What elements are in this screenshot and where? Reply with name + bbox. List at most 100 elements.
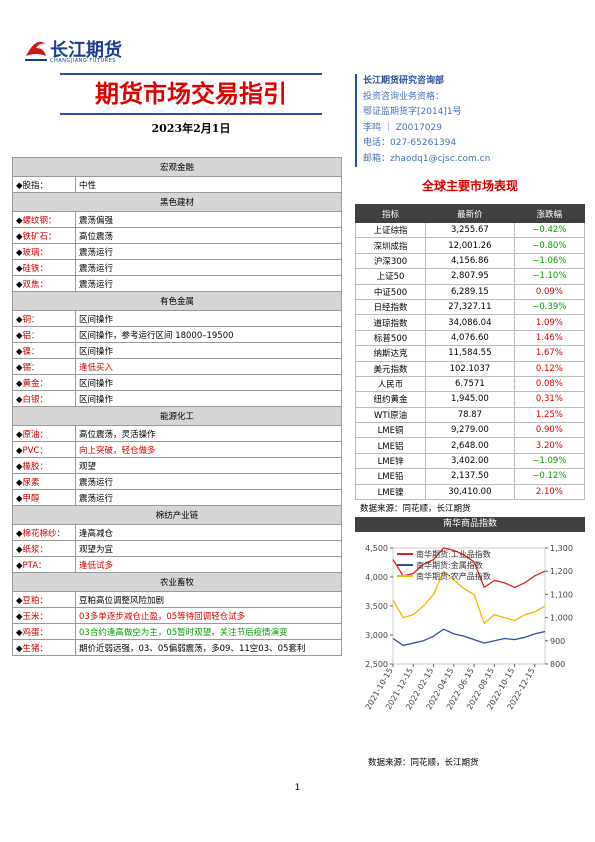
market-table: 指标 最新价 涨跌幅 上证综指 3,255.67 −0.42% 深圳成指 12,001.26−…: [354, 204, 586, 501]
label: 螺纹钢：: [22, 215, 57, 226]
cell: 0.12%: [513, 360, 586, 377]
label: 铝：: [22, 330, 40, 341]
view: 震荡偏强: [75, 211, 342, 228]
cell: 11,584.55: [425, 345, 515, 362]
label-cell: ◆镍：: [12, 342, 76, 359]
cell: −0.12%: [513, 468, 586, 485]
outlook-table: 宏观金融 ◆股指： 中性 黑色建材 ◆螺纹钢： 震荡偏强 ◆铁矿石： 高位震荡 ◆玻璃： 震荡运行…: [12, 157, 342, 656]
cell: 1,945.00: [425, 391, 515, 408]
label: 玻璃：: [22, 247, 49, 258]
bullet: ◆: [16, 611, 23, 622]
contact: 长江期货研究咨询部 投资咨询业务资格： 鄂证监期货字[2014]1号 李鸣 ｜ Z00…: [355, 74, 490, 167]
cell: 1.25%: [513, 406, 586, 424]
doc-title: 期货市场交易指引: [60, 73, 322, 115]
cell: −1.09%: [513, 452, 586, 470]
legend-label: 南华期货:工业品指数: [416, 549, 491, 559]
contact-line: 邮箱：zhaodq1@cjsc.com.cn: [363, 153, 491, 164]
view: 震荡运行: [75, 473, 342, 490]
bullet: ◆: [16, 445, 23, 456]
logo-icon: [25, 41, 47, 61]
bullet: ◆: [16, 394, 23, 405]
cell: 2,648.00: [425, 437, 515, 454]
section-row: 棉纺产业链: [12, 505, 342, 525]
tick-label: 800: [550, 660, 565, 669]
outlook-row: ◆棉花棉纱： 逢高减仓: [12, 524, 342, 541]
bullet: ◆: [16, 528, 23, 539]
outlook-row: ◆生猪： 期价近弱远强，03、05偏弱震荡，多09、11空03、05套利: [12, 639, 342, 656]
label: PTA：: [22, 560, 47, 571]
cell: 27,327.11: [425, 298, 515, 316]
view: 逢高减仓: [75, 524, 342, 541]
cell: 道琼指数: [354, 314, 427, 331]
cell: 1.46%: [513, 329, 586, 347]
outlook-row: ◆镍： 区间操作: [12, 342, 342, 359]
cell: 0.08%: [513, 375, 586, 393]
market-row: 标普500 4,076.60 1.46%: [354, 329, 586, 347]
label-cell: ◆甲醇: [12, 489, 76, 506]
cell: 34,086.04: [425, 314, 515, 331]
cell: −0.42%: [513, 221, 586, 239]
bullet: ◆: [16, 493, 23, 504]
label: 豆粕：: [22, 595, 49, 606]
view: 区间操作: [75, 310, 342, 327]
label-cell: ◆股指：: [12, 176, 76, 193]
market-row: 上证50 2,807.95 −1.10%: [354, 268, 586, 285]
outlook-row: ◆鸡蛋： 03合约逢高做空为主，05暂时观望，关注节后疫情演变: [12, 623, 342, 640]
bullet: ◆: [16, 346, 23, 357]
cell: 纳斯达克: [354, 345, 427, 362]
market-row: LME铅 2,137.50 −0.12%: [354, 468, 586, 485]
outlook-row: ◆PVC： 向上突破，轻仓做多: [12, 441, 342, 458]
label: 白银：: [22, 394, 49, 405]
header-cell: 涨跌幅: [513, 204, 586, 223]
cell: 12,001.26: [425, 237, 515, 254]
view: 观望: [75, 457, 342, 474]
tick-label: 1,200: [550, 567, 573, 576]
view: 震荡运行: [75, 243, 342, 260]
outlook-row: ◆双焦： 震荡运行: [12, 275, 342, 292]
cell: 4,076.60: [425, 329, 515, 347]
market-row: LME铜 9,279.00 0.90%: [354, 422, 586, 439]
label: 锡：: [22, 362, 40, 373]
cell: 4,156.86: [425, 252, 515, 270]
series-line: [392, 570, 546, 625]
label-cell: ◆白银：: [12, 390, 76, 407]
label-cell: ◆锡：: [12, 358, 76, 375]
label-cell: ◆鸡蛋：: [12, 623, 76, 640]
bullet: ◆: [16, 477, 23, 488]
label-cell: ◆PTA：: [12, 556, 76, 573]
outlook-row: ◆PTA： 逢低试多: [12, 556, 342, 573]
market-row: 中证500 6,289.15 0.09%: [354, 283, 586, 300]
view: 向上突破，轻仓做多: [75, 441, 342, 458]
outlook-row: ◆股指： 中性: [12, 176, 342, 193]
outlook-row: ◆豆粕： 豆粕高位调整风险加剧: [12, 591, 342, 608]
view: 高位震荡，灵活操作: [75, 425, 342, 442]
bullet: ◆: [16, 314, 23, 325]
cell: 沪深300: [354, 252, 427, 270]
tick-label: 1,000: [550, 614, 573, 623]
view: 逢低试多: [75, 556, 342, 573]
label: 生猪：: [22, 643, 49, 654]
label: 股指：: [22, 180, 49, 191]
header-cell: 最新价: [425, 204, 515, 223]
outlook-row: ◆螺纹钢： 震荡偏强: [12, 211, 342, 228]
section-title: 宏观金融: [12, 157, 342, 177]
bullet: ◆: [16, 595, 23, 606]
market-row: 沪深300 4,156.86 −1.06%: [354, 252, 586, 270]
label: 棉花棉纱：: [22, 528, 66, 539]
cell: 1.09%: [513, 314, 586, 331]
label-cell: ◆橡胶：: [12, 457, 76, 474]
view: 震荡运行: [75, 275, 342, 292]
cell: 中证500: [354, 283, 427, 300]
chart: 2,500 3,000 3,500 4,000 4,500 800 900 1,000 1,10…: [364, 544, 573, 711]
bullet: ◆: [16, 544, 23, 555]
bullet: ◆: [16, 560, 23, 571]
cell: −1.10%: [513, 268, 586, 285]
series-line: [392, 628, 546, 647]
cell: 102.1037: [425, 360, 515, 377]
section-row: 有色金属: [12, 291, 342, 311]
section-title: 有色金属: [12, 291, 342, 311]
view: 03合约逢高做空为主，05暂时观望，关注节后疫情演变: [75, 623, 342, 640]
contact-line: 长江期货研究咨询部: [363, 76, 445, 86]
section-row: 农业畜牧: [12, 572, 342, 592]
